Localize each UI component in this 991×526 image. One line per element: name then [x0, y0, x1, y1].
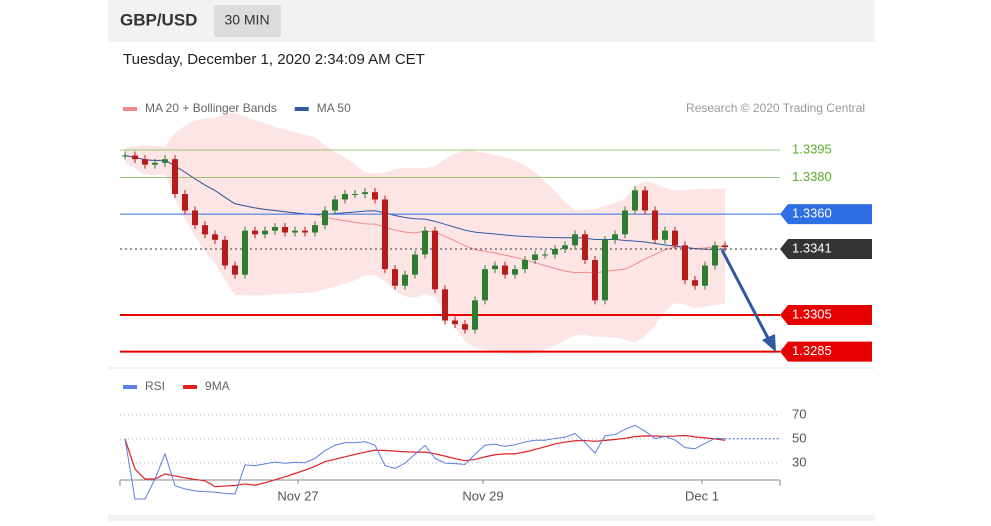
legend-label: MA 50 [317, 101, 351, 115]
candle-body [602, 239, 608, 301]
candle-body [722, 245, 728, 248]
rsi-line [124, 424, 726, 500]
candle-body [452, 320, 458, 325]
legend-swatch [183, 385, 198, 389]
candle-body [692, 280, 698, 286]
candle-body [172, 159, 178, 194]
candle-body [562, 245, 568, 249]
candle-body [702, 265, 708, 286]
chart-layer: MA 20 + Bollinger Bands MA 50 RSI 9MA 1.3395… [120, 101, 872, 503]
candle-body [712, 245, 718, 266]
candle-body [202, 225, 208, 235]
symbol: GBP/USD [120, 10, 197, 29]
candle-body [662, 230, 668, 240]
candle-body [312, 225, 318, 233]
candle-body [152, 162, 158, 165]
legend-swatch [123, 385, 137, 389]
candle-body [362, 192, 368, 194]
x-tick-label: Nov 27 [277, 488, 318, 503]
level-label: 1.3341 [792, 240, 832, 255]
candle-body [492, 265, 498, 270]
timeframe-button[interactable] [214, 5, 281, 37]
candle-body [572, 234, 578, 246]
level-label: 1.3380 [792, 169, 832, 184]
x-tick-label: Dec 1 [685, 488, 719, 503]
candle-body [272, 227, 278, 231]
candle-body [392, 269, 398, 286]
legend-label: 9MA [205, 379, 230, 393]
rsi-tick-label: 30 [792, 454, 806, 469]
level-label: 1.3305 [792, 306, 832, 321]
legend-swatch [123, 107, 137, 111]
timeframe[interactable]: 30 MIN [224, 12, 269, 28]
level-tag [780, 204, 872, 225]
candle-body [262, 230, 268, 235]
candle-body [472, 300, 478, 330]
legend-swatch [294, 107, 309, 111]
candle-body [642, 190, 648, 211]
level-label: 1.3395 [792, 141, 832, 156]
candle-body [292, 230, 298, 233]
level-label: 1.3360 [792, 206, 832, 221]
candle-body [322, 210, 328, 226]
candle-body [162, 159, 168, 163]
candle-body [222, 239, 228, 266]
candle-body [342, 194, 348, 200]
candle-body [592, 260, 598, 301]
candle-body [552, 249, 558, 255]
candle-body [682, 245, 688, 281]
candle-body [302, 230, 308, 233]
candle-body [142, 159, 148, 165]
candle-body [632, 190, 638, 211]
candle-body [622, 210, 628, 235]
level-label: 1.3285 [792, 343, 832, 358]
candle-body [442, 289, 448, 321]
candle-body [542, 254, 548, 256]
forecast-arrowhead [762, 334, 776, 352]
candle-body [522, 260, 528, 270]
candle-body [252, 230, 258, 235]
rsi-ma-line [124, 434, 726, 488]
level-tag [780, 341, 872, 362]
rsi-tick-label: 70 [792, 406, 806, 421]
candle-body [512, 269, 518, 275]
candle-body [122, 155, 128, 157]
x-tick-label: Nov 29 [462, 488, 503, 503]
candle-body [242, 230, 248, 275]
candle-body [282, 227, 288, 233]
candle-body [502, 265, 508, 275]
candle-body [192, 210, 198, 226]
candle-body [612, 234, 618, 240]
candle-body [432, 230, 438, 290]
timestamp: Tuesday, December 1, 2020 2:34:09 AM CET [123, 51, 425, 68]
candle-body [462, 324, 468, 330]
candle-body [132, 155, 138, 160]
candle-body [422, 230, 428, 255]
candle-body [412, 254, 418, 275]
candle-body [402, 274, 408, 286]
legend-label: MA 20 + Bollinger Bands [145, 101, 277, 115]
candle-body [352, 194, 358, 195]
level-tag [780, 239, 872, 259]
candle-body [582, 234, 588, 260]
candle-body [482, 269, 488, 301]
rsi-tick-label: 50 [792, 430, 806, 445]
candle-body [672, 230, 678, 246]
legend-label: RSI [145, 379, 165, 393]
forecast-arrow [720, 249, 772, 343]
candle-body [532, 254, 538, 260]
candle-body [372, 192, 378, 200]
candle-body [212, 234, 218, 240]
candle-body [182, 194, 188, 211]
candle-body [652, 210, 658, 240]
candle-body [382, 199, 388, 270]
ma50-line [124, 155, 726, 250]
footer-bar [108, 515, 875, 521]
level-tag [780, 305, 872, 325]
credit: Research © 2020 Trading Central [686, 101, 865, 115]
candle-body [332, 199, 338, 211]
candle-body [232, 265, 238, 275]
